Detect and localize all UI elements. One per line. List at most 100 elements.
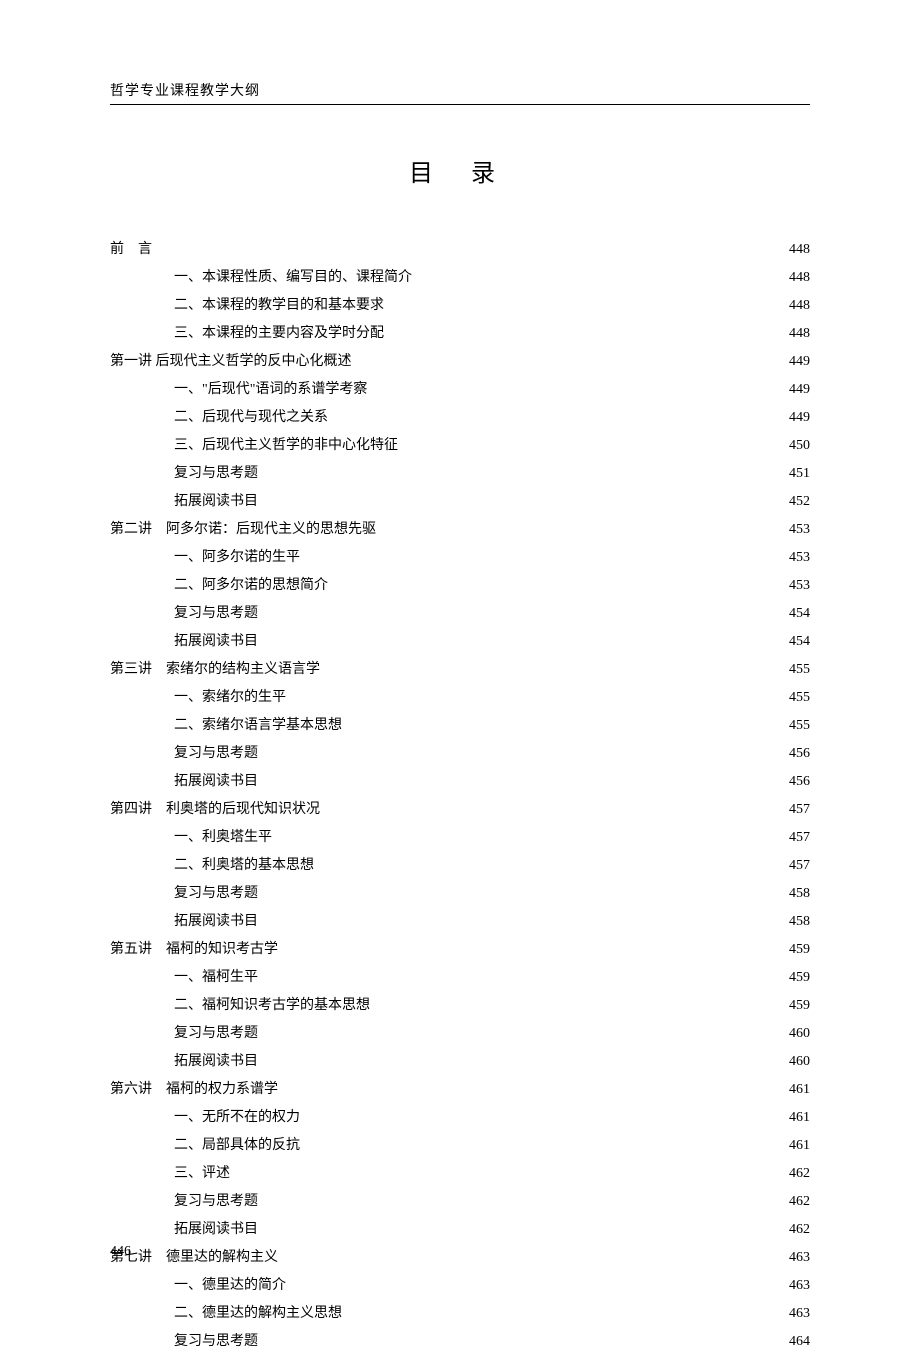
toc-entry-page: 453 [789,544,810,572]
toc-entry: 复习与思考题 458 [110,880,810,908]
toc-entry: 第七讲 德里达的解构主义463 [110,1244,810,1272]
toc-entry: 拓展阅读书目452 [110,488,810,516]
toc-entry: 二、后现代与现代之关系 449 [110,404,810,432]
toc-entry-label: 复习与思考题 [174,1188,258,1216]
toc-entry: 三、后现代主义哲学的非中心化特征 450 [110,432,810,460]
toc-entry-label: 第四讲 利奥塔的后现代知识状况 [110,796,320,824]
toc-entry-label: 二、利奥塔的基本思想 [174,852,314,880]
toc-entry-label: 第一讲 后现代主义哲学的反中心化概述 [110,348,352,376]
toc-entry: 三、评述 462 [110,1160,810,1188]
toc-entry-page: 448 [789,320,810,348]
toc-entry-page: 459 [789,992,810,1020]
toc-entry-label: 三、后现代主义哲学的非中心化特征 [174,432,398,460]
toc-entry: 二、阿多尔诺的思想简介453 [110,572,810,600]
toc-entry-page: 456 [789,740,810,768]
toc-entry-page: 448 [789,292,810,320]
toc-entry: 二、德里达的解构主义思想463 [110,1300,810,1328]
toc-entry: 一、福柯生平459 [110,964,810,992]
toc-entry: 一、本课程性质、编写目的、课程简介448 [110,264,810,292]
toc-entry-label: 二、局部具体的反抗 [174,1132,300,1160]
document-page: 哲学专业课程教学大纲 目 录 前 言448一、本课程性质、编写目的、课程简介44… [0,0,920,1302]
toc-entry-page: 464 [789,1328,810,1356]
toc-entry-page: 448 [789,236,810,264]
toc-entry: 第六讲 福柯的权力系谱学 461 [110,1076,810,1104]
toc-entry-label: 二、本课程的教学目的和基本要求 [174,292,384,320]
toc-entry-label: 拓展阅读书目 [174,488,258,516]
toc-entry-label: 拓展阅读书目 [174,908,258,936]
toc-entry-page: 453 [789,516,810,544]
toc-entry-label: 一、"后现代"语词的系谱学考察 [174,376,367,404]
toc-entry-page: 455 [789,656,810,684]
toc-entry-page: 455 [789,684,810,712]
toc-entry-page: 450 [789,432,810,460]
toc-entry: 二、局部具体的反抗461 [110,1132,810,1160]
toc-entry-label: 第五讲 福柯的知识考古学 [110,936,278,964]
toc-entry: 二、索绪尔语言学基本思想455 [110,712,810,740]
toc-title: 目 录 [110,153,810,188]
toc-entry-page: 463 [789,1272,810,1300]
toc-entry-page: 456 [789,768,810,796]
toc-entry-page: 460 [789,1048,810,1076]
toc-entry: 一、利奥塔生平457 [110,824,810,852]
table-of-contents: 前 言448一、本课程性质、编写目的、课程简介448二、本课程的教学目的和基本要… [110,236,810,1356]
toc-entry: 第二讲 阿多尔诺：后现代主义的思想先驱 453 [110,516,810,544]
toc-entry-page: 459 [789,936,810,964]
toc-entry-label: 三、评述 [174,1160,230,1188]
toc-entry: 复习与思考题 456 [110,740,810,768]
toc-entry: 复习与思考题 462 [110,1188,810,1216]
toc-entry: 一、阿多尔诺的生平 453 [110,544,810,572]
toc-entry-label: 复习与思考题 [174,880,258,908]
toc-entry-label: 复习与思考题 [174,1020,258,1048]
toc-entry-page: 458 [789,908,810,936]
toc-entry: 第三讲 索绪尔的结构主义语言学455 [110,656,810,684]
toc-entry-label: 二、后现代与现代之关系 [174,404,328,432]
toc-entry: 二、本课程的教学目的和基本要求 448 [110,292,810,320]
running-header: 哲学专业课程教学大纲 [110,80,810,105]
toc-entry-page: 449 [789,348,810,376]
toc-entry: 第四讲 利奥塔的后现代知识状况 457 [110,796,810,824]
toc-entry-page: 449 [789,376,810,404]
toc-entry-label: 复习与思考题 [174,460,258,488]
toc-entry: 前 言 448 [110,236,810,264]
toc-entry: 复习与思考题464 [110,1328,810,1356]
toc-entry-page: 457 [789,824,810,852]
toc-entry-label: 二、福柯知识考古学的基本思想 [174,992,370,1020]
toc-entry: 复习与思考题454 [110,600,810,628]
toc-entry: 第五讲 福柯的知识考古学 459 [110,936,810,964]
toc-entry: 拓展阅读书目 460 [110,1048,810,1076]
toc-entry-label: 拓展阅读书目 [174,1048,258,1076]
toc-entry-page: 455 [789,712,810,740]
toc-entry-page: 454 [789,600,810,628]
toc-entry-page: 461 [789,1076,810,1104]
toc-entry: 拓展阅读书目456 [110,768,810,796]
toc-entry: 拓展阅读书目 458 [110,908,810,936]
toc-entry-label: 一、德里达的简介 [174,1272,286,1300]
toc-entry-page: 461 [789,1104,810,1132]
toc-entry: 三、本课程的主要内容及学时分配448 [110,320,810,348]
toc-entry-label: 二、德里达的解构主义思想 [174,1300,342,1328]
toc-entry: 一、"后现代"语词的系谱学考察 449 [110,376,810,404]
toc-entry-page: 458 [789,880,810,908]
toc-entry-label: 一、福柯生平 [174,964,258,992]
toc-entry-label: 拓展阅读书目 [174,628,258,656]
toc-entry-label: 第二讲 阿多尔诺：后现代主义的思想先驱 [110,516,376,544]
toc-entry-label: 前 言 [110,236,152,264]
toc-entry: 一、索绪尔的生平455 [110,684,810,712]
toc-entry-page: 462 [789,1188,810,1216]
toc-entry-label: 一、阿多尔诺的生平 [174,544,300,572]
toc-entry: 复习与思考题460 [110,1020,810,1048]
toc-entry-page: 457 [789,796,810,824]
toc-entry: 一、德里达的简介 463 [110,1272,810,1300]
toc-entry-label: 复习与思考题 [174,740,258,768]
toc-entry-page: 454 [789,628,810,656]
toc-entry-label: 一、无所不在的权力 [174,1104,300,1132]
toc-entry-page: 453 [789,572,810,600]
toc-entry: 拓展阅读书目 454 [110,628,810,656]
toc-entry-page: 462 [789,1160,810,1188]
toc-entry-page: 449 [789,404,810,432]
page-number: 446 [110,1244,131,1260]
toc-entry-label: 第六讲 福柯的权力系谱学 [110,1076,278,1104]
toc-entry-label: 拓展阅读书目 [174,1216,258,1244]
toc-entry-page: 448 [789,264,810,292]
toc-entry: 二、福柯知识考古学的基本思想 459 [110,992,810,1020]
